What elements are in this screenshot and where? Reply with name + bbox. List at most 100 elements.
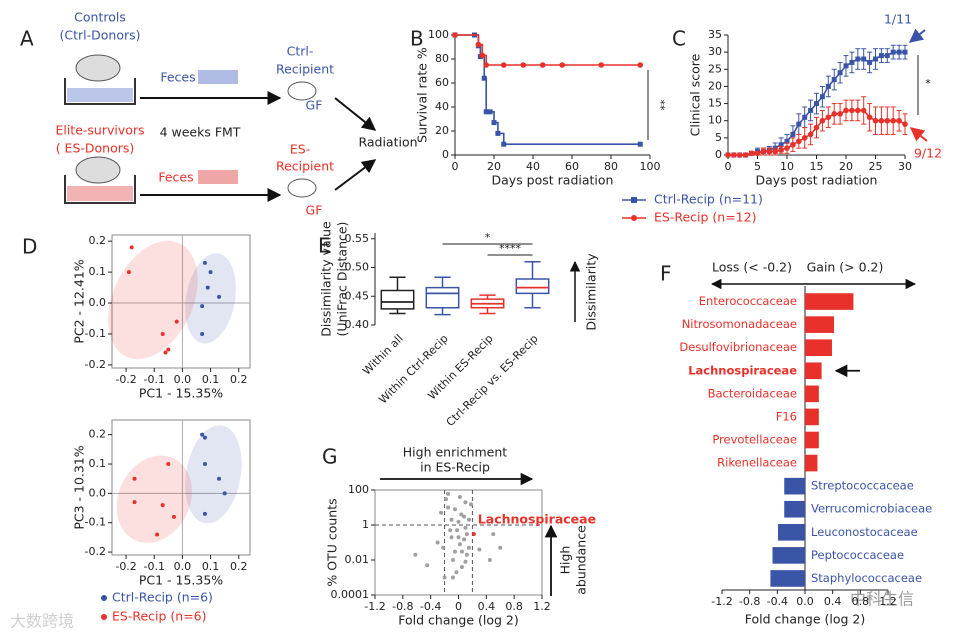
y-tick-label: -0.1 xyxy=(85,516,106,529)
box xyxy=(380,289,415,310)
marker xyxy=(456,519,461,524)
panel-a: A Controls (Ctrl-Donors) Feces Ctrl- Rec… xyxy=(20,10,418,218)
x-tick-label: -1.2 xyxy=(711,595,732,608)
marker xyxy=(539,62,546,68)
bedding xyxy=(67,186,133,201)
marker xyxy=(459,512,464,517)
box xyxy=(515,278,550,295)
category-label: Rikenellaceae xyxy=(717,456,797,470)
marker xyxy=(802,114,808,120)
marker xyxy=(487,109,493,115)
marker xyxy=(849,59,855,65)
x-tick-label: 20 xyxy=(487,160,501,173)
x-tick-label: -0.1 xyxy=(144,560,165,573)
x-tick-label: 100 xyxy=(640,160,661,173)
marker xyxy=(754,150,761,157)
marker xyxy=(890,117,896,124)
legend-marker xyxy=(101,614,107,620)
x-tick-label: 0 xyxy=(725,160,732,173)
marker xyxy=(455,528,460,533)
x-tick-label: -1.2 xyxy=(364,600,385,613)
marker xyxy=(855,107,861,114)
text: Feces xyxy=(160,70,195,85)
y-tick-label: 5 xyxy=(715,131,722,144)
bar xyxy=(784,500,805,518)
y-tick-label: 0.1 xyxy=(89,457,107,470)
annotation: **** xyxy=(499,242,522,255)
x-tick-label: 0.4 xyxy=(478,600,496,613)
marker xyxy=(166,347,171,352)
y-tick-label: 20 xyxy=(435,124,449,137)
y-axis-title: PC2 - 12.41% xyxy=(72,259,87,343)
marker xyxy=(450,558,455,562)
plot-frame xyxy=(374,489,543,596)
legend-label: ES-Recip (n=6) xyxy=(112,609,207,624)
bar xyxy=(805,385,819,403)
marker xyxy=(453,507,458,512)
marker xyxy=(796,138,802,145)
y-tick-label: 0.50 xyxy=(345,261,370,274)
x-tick-label: 40 xyxy=(526,160,540,173)
marker xyxy=(462,514,467,519)
annotation: abundance xyxy=(574,525,589,595)
annotation: 1/11 xyxy=(884,12,912,27)
marker xyxy=(462,537,467,542)
marker xyxy=(166,462,171,467)
text: Controls xyxy=(74,10,126,25)
marker xyxy=(466,545,471,550)
legend-label: Ctrl-Recip (n=6) xyxy=(112,590,213,605)
marker xyxy=(825,114,832,121)
marker xyxy=(449,535,454,540)
y-tick-label: 0.0 xyxy=(89,486,107,499)
marker xyxy=(450,575,455,580)
marker xyxy=(819,94,825,100)
x-tick-label: 0.8 xyxy=(505,600,523,613)
category-label: Nitrosomonadaceae xyxy=(682,317,797,331)
marker xyxy=(171,514,176,519)
annotation: ** xyxy=(654,100,667,112)
marker xyxy=(902,49,908,55)
category-label: Prevotellaceae xyxy=(712,433,797,447)
marker xyxy=(200,331,205,336)
x-axis-title: Fold change (log 2) xyxy=(398,613,518,628)
marker xyxy=(435,540,440,545)
chart: D -0.2 -0.1 0.0 0.1 0.2 -0.2 -0.1 0.0 0.1 0.2 PC1 -… xyxy=(22,234,251,401)
marker xyxy=(813,124,820,131)
group-ellipse xyxy=(185,425,242,524)
y-tick-label: 0.0 xyxy=(89,296,107,309)
cage xyxy=(64,78,136,105)
group-ellipse xyxy=(108,240,198,360)
x-tick-label: 0 xyxy=(455,600,462,613)
y-tick-label: -0.2 xyxy=(85,358,106,371)
text: ( ES-Donors) xyxy=(56,141,135,156)
text: (Ctrl-Donors) xyxy=(60,28,141,43)
legend-label: Ctrl-Recip (n=11) xyxy=(654,192,763,207)
group-ellipse xyxy=(185,253,236,344)
x-tick-label: 60 xyxy=(565,160,579,173)
marker xyxy=(742,152,749,158)
x-tick-label: 80 xyxy=(604,160,618,173)
marker xyxy=(202,260,207,265)
marker xyxy=(766,148,773,155)
y-tick-label: 1 xyxy=(362,518,369,531)
y-tick-label: 100 xyxy=(348,483,369,496)
marker xyxy=(222,491,227,496)
marker xyxy=(790,131,796,137)
marker xyxy=(202,511,207,516)
watermark: 大数跨境 xyxy=(10,612,74,631)
category-label: Lachnospiraceae xyxy=(688,363,797,377)
x-tick-label: -0.4 xyxy=(420,600,441,613)
y-tick-label: 0.2 xyxy=(89,234,107,247)
x-tick-label: 25 xyxy=(869,160,883,173)
marker xyxy=(598,62,605,68)
marker xyxy=(200,304,205,309)
text: GF xyxy=(306,203,323,218)
y-tick-label: 40 xyxy=(435,100,449,113)
marker xyxy=(155,532,160,537)
text: 4 weeks FMT xyxy=(160,125,241,140)
marker xyxy=(807,131,814,138)
marker xyxy=(453,549,458,554)
marker xyxy=(454,570,459,575)
annotation: in ES-Recip xyxy=(420,460,490,475)
